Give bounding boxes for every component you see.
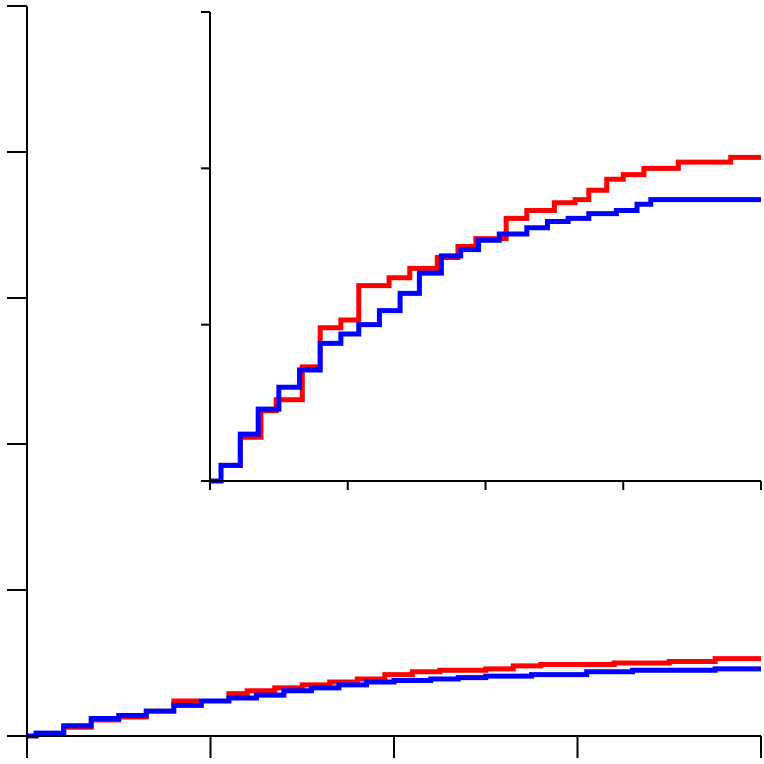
inset-plot-series-1-line — [210, 197, 761, 484]
main-plot-series-1-line — [27, 666, 761, 739]
main-plot — [7, 5, 762, 758]
inset-plot-series-0-line — [210, 154, 761, 484]
inset-plot — [201, 11, 762, 490]
